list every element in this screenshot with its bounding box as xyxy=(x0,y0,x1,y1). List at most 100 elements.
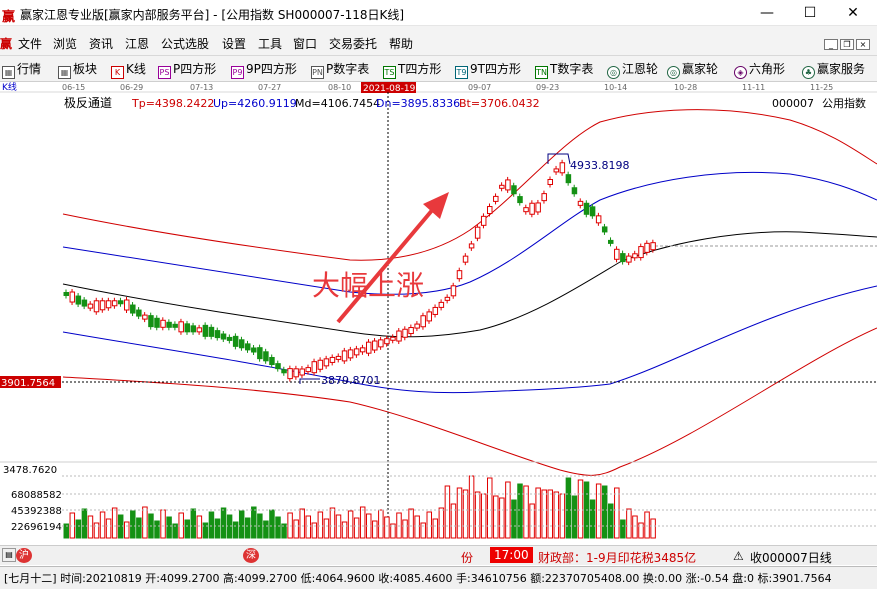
volume-bar xyxy=(341,521,348,539)
grid-icon: ▦ xyxy=(2,66,15,79)
menu-tools[interactable]: 工具 xyxy=(258,37,283,51)
menu-app-icon[interactable]: 赢 xyxy=(0,37,13,51)
candle xyxy=(124,299,130,311)
volume-bar xyxy=(305,515,311,539)
annotation-arrowhead-icon xyxy=(423,192,449,219)
toolbar-p-square-button[interactable]: PS P四方形 xyxy=(158,62,217,79)
volume-bar xyxy=(541,489,547,539)
candle xyxy=(553,168,560,173)
toolbar-winner-wheel-button[interactable]: ◎ 赢家轮 xyxy=(667,60,718,79)
kline-chart-canvas[interactable]: K线 06-15 06-29 07-13 07-27 08-10 2021-08… xyxy=(0,82,877,540)
volume-bar xyxy=(626,508,632,539)
toolbar-p-number-button[interactable]: PN P数字表 xyxy=(311,62,370,79)
candle xyxy=(232,335,239,347)
volume-bar xyxy=(299,508,305,539)
candle xyxy=(263,351,269,362)
maximize-button[interactable]: ☐ xyxy=(803,5,817,21)
news-ticker[interactable]: 财政部：1-9月印花税3485亿 xyxy=(538,551,697,565)
toolbar-kline-button[interactable]: K K线 xyxy=(111,60,146,79)
volume-bar xyxy=(517,483,523,539)
kline-chart[interactable]: K线 06-15 06-29 07-13 07-27 08-10 2021-08… xyxy=(0,82,877,540)
window-title: 赢家江恩专业版[赢家内部服务平台] - [公用指数 SH000007-118日K… xyxy=(20,8,405,22)
volume-bar xyxy=(245,517,251,539)
minimize-button[interactable]: — xyxy=(760,5,774,21)
candle xyxy=(565,174,572,184)
volume-bar xyxy=(638,522,644,539)
menu-news[interactable]: 资讯 xyxy=(89,37,114,51)
toolbar-9p-square-button[interactable]: P9 9P四方形 xyxy=(231,62,297,79)
volume-bar xyxy=(384,516,390,539)
candle xyxy=(329,356,336,363)
candle xyxy=(251,347,257,353)
shanghai-index-button[interactable]: 沪 xyxy=(16,548,32,563)
volume-bar xyxy=(172,523,178,539)
low-price-label: 3879.8701 xyxy=(321,374,381,387)
volume-bar xyxy=(275,516,281,539)
menu-file[interactable]: 文件 xyxy=(18,37,43,51)
candle xyxy=(493,195,499,202)
toolbar-sectors-button[interactable]: ▦ 板块 xyxy=(58,60,97,79)
volume-bar xyxy=(450,503,457,539)
date-tick: 07-27 xyxy=(258,83,281,92)
candle xyxy=(608,239,614,244)
candle-icon: K xyxy=(111,66,124,79)
toolbar-t-square-button[interactable]: TS T四方形 xyxy=(383,62,442,79)
volume-bar xyxy=(190,508,197,539)
candle xyxy=(238,339,245,349)
menu-trade-order[interactable]: 交易委托 xyxy=(329,37,378,51)
candle xyxy=(341,350,348,362)
toolbar-gann-wheel-button[interactable]: ◎ 江恩轮 xyxy=(607,60,658,79)
candle xyxy=(378,339,384,348)
toolbar-service-button[interactable]: ♣ 赢家服务 xyxy=(802,60,865,79)
status-scroll-icon[interactable]: ▤ xyxy=(2,548,16,562)
volume-bar xyxy=(571,495,578,539)
p-square-icon: PS xyxy=(158,66,171,79)
menu-formula-stock-pick[interactable]: 公式选股 xyxy=(161,37,210,51)
menu-help[interactable]: 帮助 xyxy=(389,37,414,51)
volume-bar xyxy=(601,485,608,539)
menu-browse[interactable]: 浏览 xyxy=(53,37,78,51)
volume-bar xyxy=(523,485,529,539)
candle xyxy=(172,323,178,328)
9t-square-icon: T9 xyxy=(455,66,468,79)
candle xyxy=(390,336,396,341)
band-line-dn xyxy=(62,285,877,394)
mdi-close-button[interactable]: × xyxy=(856,39,870,50)
candle xyxy=(650,242,656,251)
toolbar-quotes-button[interactable]: ▦ 行情 xyxy=(2,60,41,79)
band-line-bt xyxy=(62,327,877,476)
candle xyxy=(384,338,390,345)
volume-bar xyxy=(438,507,445,539)
menu-settings[interactable]: 设置 xyxy=(222,37,247,51)
date-axis: 06-15 06-29 07-13 07-27 08-10 2021-08-19… xyxy=(62,82,833,94)
menu-gann[interactable]: 江恩 xyxy=(125,37,150,51)
toolbar-t-number-button[interactable]: TN T数字表 xyxy=(535,62,594,79)
close-button[interactable]: ✕ xyxy=(847,5,859,21)
t-square-icon: TS xyxy=(383,66,396,79)
candle xyxy=(226,336,233,341)
mdi-restore-button[interactable]: ❐ xyxy=(840,39,854,50)
volume-bar xyxy=(487,477,493,539)
toolbar-hexagon-button[interactable]: ◈ 六角形 xyxy=(734,60,785,79)
toolbar-9t-square-button[interactable]: T9 9T四方形 xyxy=(455,62,521,79)
candle xyxy=(505,179,511,191)
volume-bar xyxy=(124,521,130,539)
hexagon-icon: ◈ xyxy=(734,66,747,79)
menu-window[interactable]: 窗口 xyxy=(293,37,318,51)
volume-bar xyxy=(480,493,487,539)
volume-bar xyxy=(323,518,330,539)
date-tick: 06-29 xyxy=(120,83,143,92)
candle xyxy=(166,321,172,328)
volume-bar xyxy=(293,519,299,539)
volume-bar xyxy=(208,511,215,539)
volume-bar xyxy=(317,511,324,539)
volume-bar xyxy=(220,507,227,539)
gann-wheel-icon: ◎ xyxy=(607,66,620,79)
volume-bar xyxy=(535,487,541,539)
volume-bar xyxy=(87,515,94,539)
crosshair-bar-info: [七月十二] 时间:20210819 开:4099.2700 高:4099.27… xyxy=(4,572,832,585)
mdi-minimize-button[interactable]: _ xyxy=(824,39,838,50)
shenzhen-index-button[interactable]: 深 xyxy=(243,548,259,563)
candle xyxy=(487,206,493,215)
candle xyxy=(75,295,82,305)
